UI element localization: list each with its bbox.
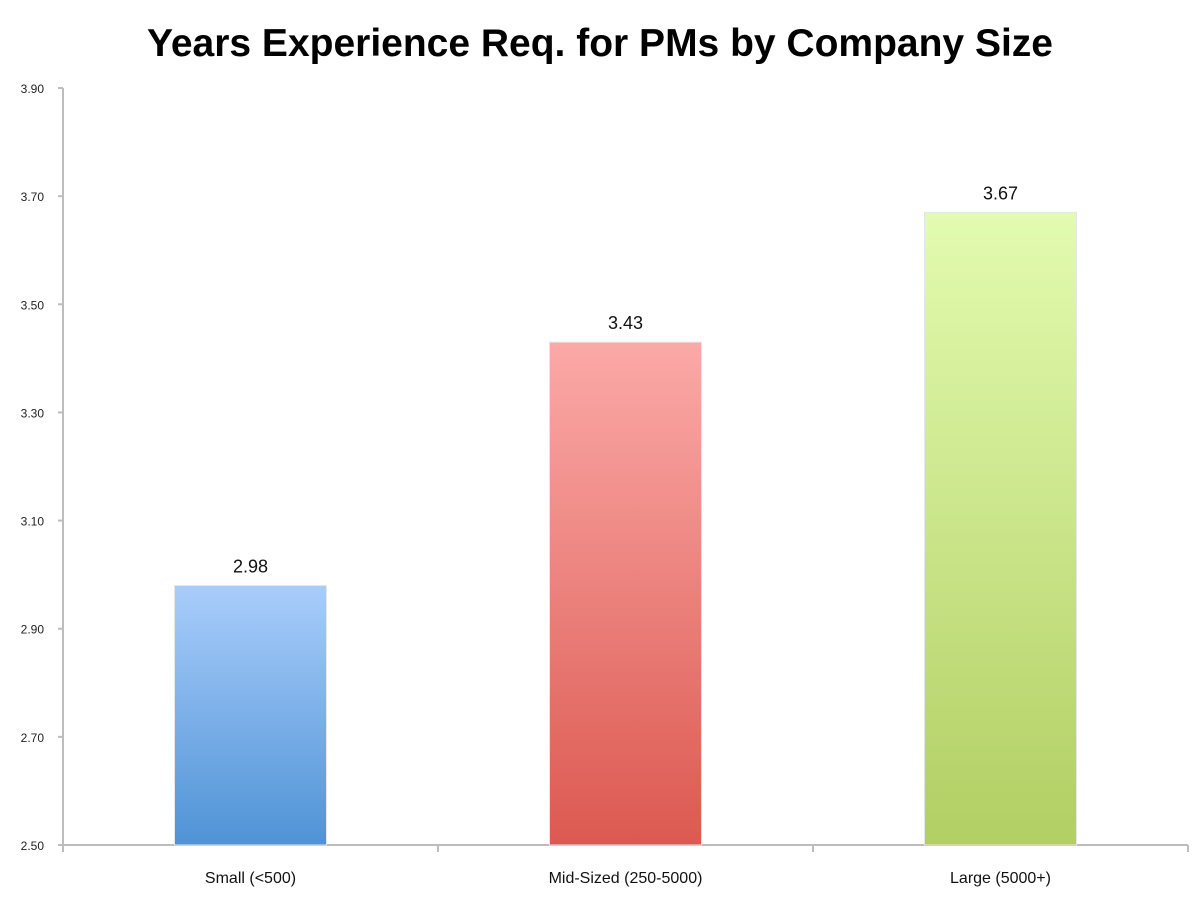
bar: [174, 584, 327, 846]
x-tick-label: Large (5000+): [950, 870, 1051, 887]
bar: [549, 341, 702, 846]
y-tick-label: 3.90: [21, 82, 45, 96]
y-tick-label: 3.10: [21, 515, 45, 529]
y-tick-label: 3.70: [21, 190, 45, 204]
y-tick-label: 2.50: [21, 839, 45, 853]
x-tick-label: Small (<500): [205, 870, 296, 887]
y-tick-label: 3.30: [21, 406, 45, 420]
x-tick-label: Mid-Sized (250-5000): [549, 870, 703, 887]
y-tick-label: 2.70: [21, 731, 45, 745]
data-label: 2.98: [233, 556, 268, 576]
data-label: 3.43: [608, 313, 643, 333]
y-tick-label: 3.50: [21, 298, 45, 312]
data-label: 3.67: [983, 183, 1018, 203]
bar: [924, 211, 1077, 846]
chart-title: Years Experience Req. for PMs by Company…: [146, 22, 1053, 65]
y-tick-label: 2.90: [21, 623, 45, 637]
